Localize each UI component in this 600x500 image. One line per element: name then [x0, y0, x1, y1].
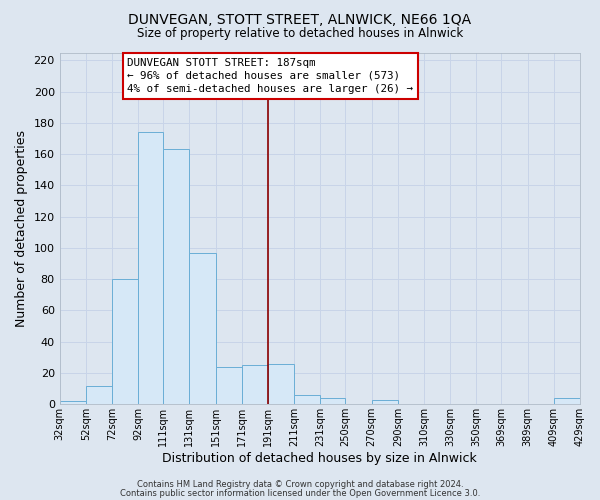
Bar [112, 279, 139, 404]
Y-axis label: Number of detached properties: Number of detached properties [15, 130, 28, 327]
Bar [86, 386, 112, 404]
Text: Contains public sector information licensed under the Open Government Licence 3.: Contains public sector information licen… [120, 488, 480, 498]
Text: DUNVEGAN STOTT STREET: 187sqm
← 96% of detached houses are smaller (573)
4% of s: DUNVEGAN STOTT STREET: 187sqm ← 96% of d… [127, 58, 413, 94]
Bar [190, 252, 215, 404]
Bar [242, 365, 268, 405]
Bar [163, 150, 190, 404]
X-axis label: Distribution of detached houses by size in Alnwick: Distribution of detached houses by size … [163, 452, 477, 465]
Bar [554, 398, 580, 404]
Bar [294, 395, 320, 404]
Bar [371, 400, 398, 404]
Text: Size of property relative to detached houses in Alnwick: Size of property relative to detached ho… [137, 28, 463, 40]
Bar [268, 364, 294, 405]
Text: Contains HM Land Registry data © Crown copyright and database right 2024.: Contains HM Land Registry data © Crown c… [137, 480, 463, 489]
Bar [59, 401, 86, 404]
Bar [139, 132, 163, 404]
Text: DUNVEGAN, STOTT STREET, ALNWICK, NE66 1QA: DUNVEGAN, STOTT STREET, ALNWICK, NE66 1Q… [128, 12, 472, 26]
Bar [215, 367, 242, 405]
Bar [320, 398, 346, 404]
